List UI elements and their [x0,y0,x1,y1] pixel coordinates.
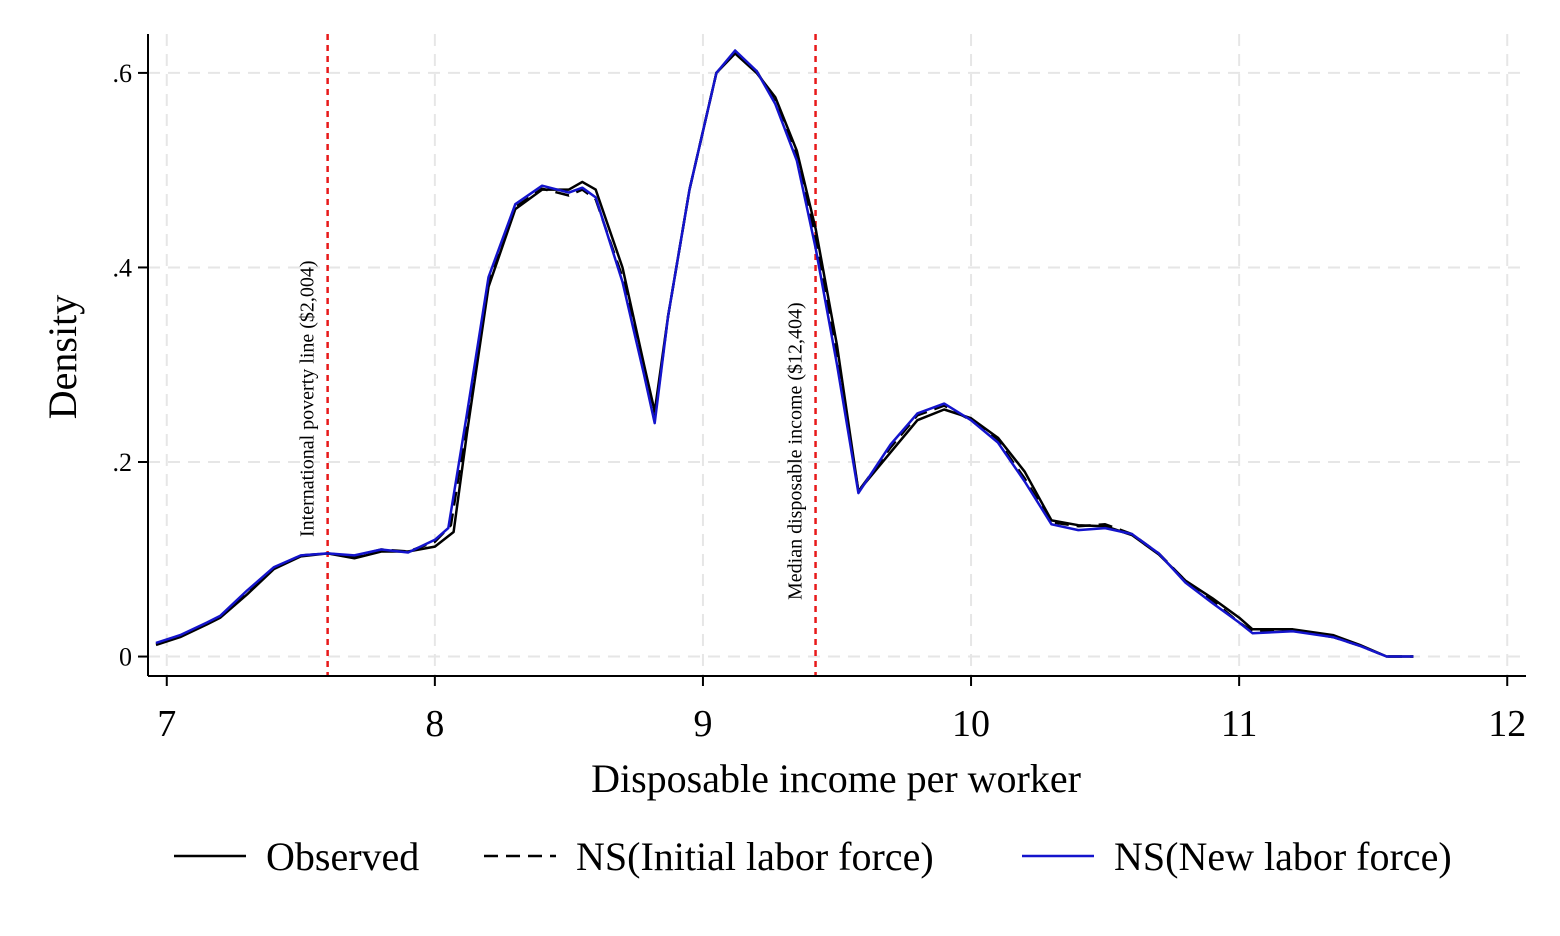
y-tick-label: .6 [113,59,133,88]
reference-line-label: International poverty line ($2,004) [297,260,319,537]
x-tick-label: 8 [425,703,444,745]
legend-label-2: NS(Initial labor force) [576,834,934,879]
legend-label-1: Observed [266,834,419,879]
x-tick-label: 12 [1488,703,1526,745]
y-tick-label: 0 [119,643,132,672]
legend: Observed NS(Initial labor force) NS(New la… [174,834,1452,879]
x-axis-title: Disposable income per worker [591,756,1081,801]
series-lines [155,49,1414,658]
reference-lines: International poverty line ($2,004) Media… [297,34,817,676]
y-axis-title: Density [40,295,85,419]
legend-label-3: NS(New labor force) [1114,834,1452,879]
x-tick-label: 7 [157,703,176,745]
y-tick-label: .2 [113,448,133,477]
x-tick-label: 10 [952,703,990,745]
y-tick-label: .4 [113,253,133,282]
grid-lines [148,34,1526,676]
x-tick-label: 11 [1221,703,1258,745]
axes: 0 .2 .4 .6 7 8 9 10 11 12 [113,34,1526,745]
series-line-3 [155,49,1414,658]
reference-line-label: Median disposable income ($12,404) [785,302,807,600]
x-tick-label: 9 [693,703,712,745]
